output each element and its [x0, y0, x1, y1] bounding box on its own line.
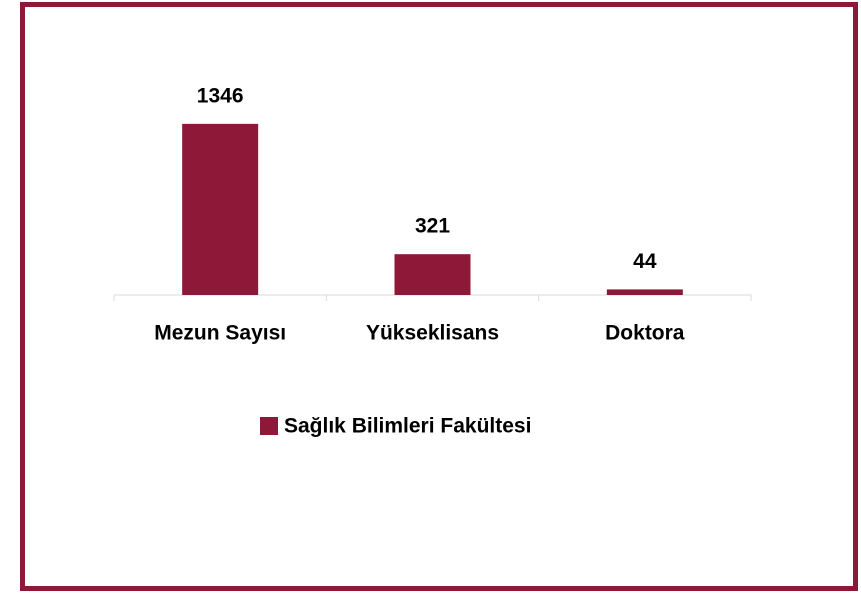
x-tick-label: Mezun Sayısı — [154, 322, 286, 345]
bar — [606, 289, 683, 295]
legend-label: Sağlık Bilimleri Fakültesi — [284, 415, 531, 438]
legend-swatch — [260, 417, 278, 435]
bar — [182, 123, 259, 295]
data-label: 44 — [633, 250, 657, 273]
x-tick-label: Yükseklisans — [366, 322, 499, 345]
data-label: 321 — [415, 215, 450, 238]
x-tick-label: Doktora — [605, 322, 685, 345]
chart-frame — [20, 2, 858, 591]
bar — [394, 254, 471, 295]
data-label: 1346 — [197, 84, 244, 107]
